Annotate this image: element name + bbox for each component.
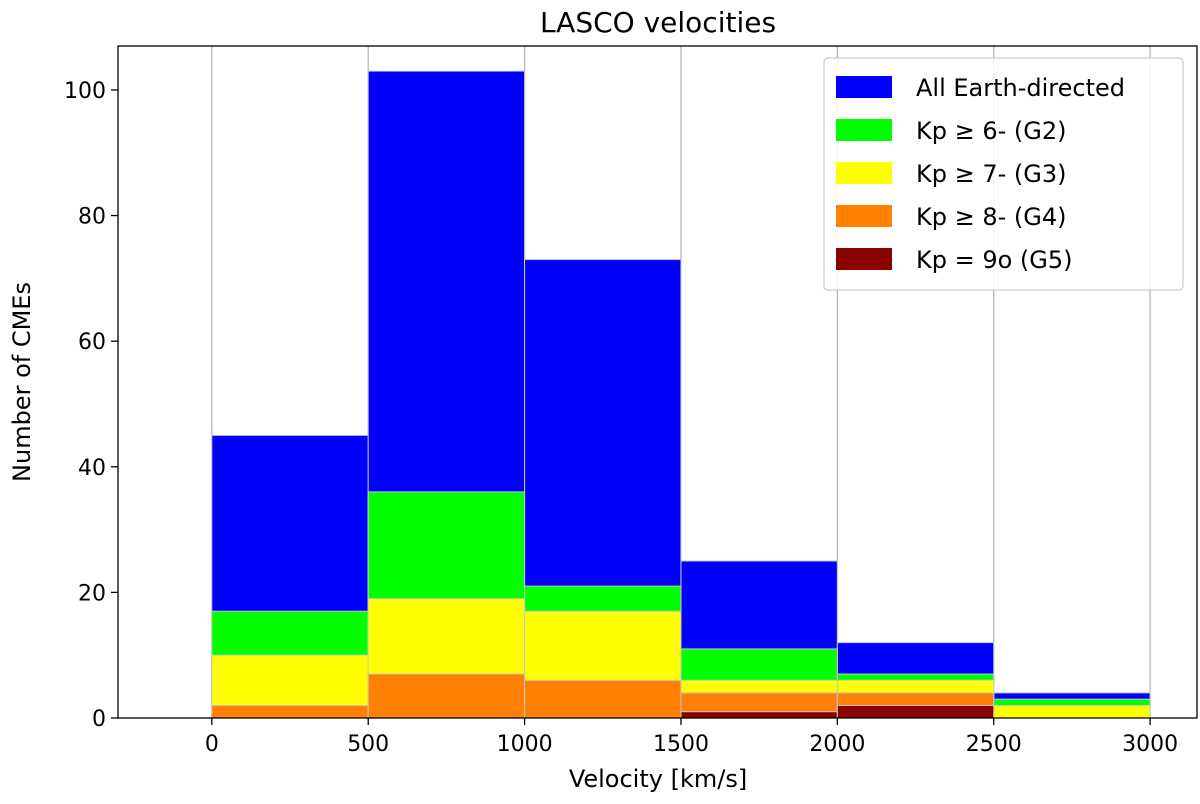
bar-series-3-bin-1 (367, 673, 526, 719)
legend-swatch-3 (836, 205, 892, 227)
x-axis: 0 500 1000 1500 2000 2500 3000 (205, 718, 1178, 757)
legend-swatch-0 (836, 76, 892, 98)
bar-series-3-bin-0 (211, 704, 369, 719)
legend: All Earth-directed Kp ≥ 6- (G2) Kp ≥ 7- (G… (823, 57, 1184, 291)
bar-series-3-bin-2 (524, 679, 682, 719)
legend-label-0: All Earth-directed (916, 74, 1125, 102)
x-axis-label: Velocity [km/s] (569, 765, 747, 793)
y-tick-label-1: 20 (78, 581, 106, 606)
y-axis-label: Number of CMEs (8, 282, 36, 482)
legend-swatch-1 (836, 119, 892, 141)
bars-layer (211, 70, 1151, 719)
x-tick-label-4: 2000 (809, 732, 865, 757)
bar-series-4-bin-3 (680, 711, 838, 719)
legend-swatch-2 (836, 162, 892, 184)
legend-box (823, 57, 1184, 291)
plot-frame (117, 45, 1198, 719)
legend-label-4: Kp = 9o (G5) (916, 246, 1073, 274)
x-tick-label-1: 500 (347, 732, 389, 757)
y-tick-label-3: 60 (78, 330, 106, 355)
legend-swatch-4 (836, 248, 892, 270)
y-axis: 0 20 40 60 80 100 (64, 79, 118, 732)
x-tick-label-6: 3000 (1122, 732, 1178, 757)
bar-series-2-bin-5 (993, 704, 1151, 719)
legend-label-2: Kp ≥ 7- (G3) (916, 160, 1067, 188)
x-tick-label-2: 1000 (497, 732, 553, 757)
x-tick-label-5: 2500 (966, 732, 1022, 757)
y-tick-label-0: 0 (92, 707, 106, 732)
y-tick-label-4: 80 (78, 205, 106, 230)
legend-label-1: Kp ≥ 6- (G2) (916, 117, 1067, 145)
bar-series-4-bin-4 (836, 704, 995, 719)
x-tick-label-0: 0 (205, 732, 219, 757)
x-tick-label-3: 1500 (653, 732, 709, 757)
y-tick-label-2: 40 (78, 456, 106, 481)
chart-title: LASCO velocities (540, 6, 776, 39)
legend-label-3: Kp ≥ 8- (G4) (916, 203, 1067, 231)
y-tick-label-5: 100 (64, 79, 106, 104)
